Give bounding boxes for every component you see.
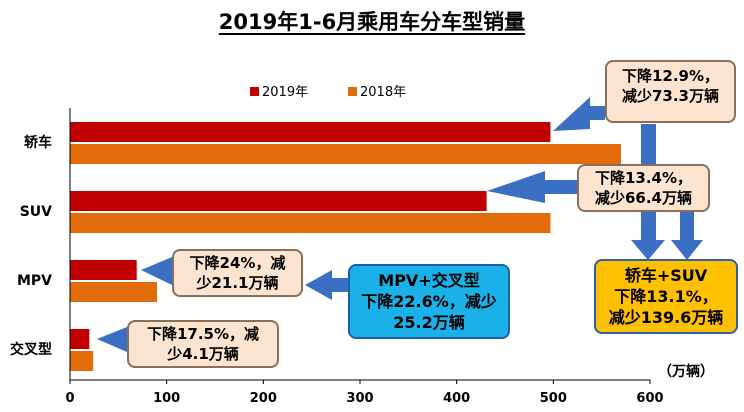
sedan-suv-line1: 轿车+SUV [624,266,708,285]
category-label: SUV [20,204,52,220]
mpv-crossover-total-callout: MPV+交叉型 下降22.6%，减少 25.2万辆 [348,264,510,339]
suv-change-callout: 下降13.4%， 减少66.4万辆 [577,164,710,212]
legend-label: 2019年 [262,85,308,100]
crossover-change-line2: 少4.1万辆 [167,345,239,363]
x-tick-label: 100 [153,391,180,406]
suv-to-total-arrow [671,212,703,260]
x-tick-label: 600 [636,391,663,406]
x-tick-label: 0 [65,391,74,406]
mpv-crossover-line1: MPV+交叉型 [378,271,480,290]
legend-label: 2018年 [360,85,406,100]
x-unit-label: （万辆） [658,363,714,380]
sedan-change-line2: 减少73.3万辆 [621,87,719,105]
bar-crossover-2018 [70,351,94,371]
suv-change-line2: 减少66.4万辆 [594,189,692,207]
bar-mpv-2018 [70,282,157,302]
crossover-change-callout: 下降17.5%，减 少4.1万辆 [127,320,279,368]
category-label: 轿车 [24,134,52,151]
bar-sedan-2019 [70,122,551,142]
mpv-crossover-line3: 25.2万辆 [393,313,465,332]
mpv-callout-arrow [141,257,180,285]
sedan-suv-line3: 减少139.6万辆 [608,308,724,327]
bar-sedan-2018 [70,144,621,164]
suv-change-line1: 下降13.4%， [594,169,693,187]
bar-mpv-2019 [70,260,137,280]
x-tick-label: 500 [540,391,567,406]
sedan-suv-total-callout: 轿车+SUV 下降13.1%， 减少139.6万辆 [594,259,738,334]
mpv-change-line2: 少21.1万辆 [196,274,279,292]
x-tick-label: 400 [443,391,470,406]
bar-suv-2018 [70,213,551,233]
sedan-change-line1: 下降12.9%， [621,67,720,85]
mpv-crossover-arrow [305,270,348,300]
mpv-change-line1: 下降24%，减 [189,254,286,272]
sedan-suv-line2: 下降13.1%， [614,287,718,306]
suv-callout-arrow [487,171,578,203]
x-tick-label: 300 [346,391,373,406]
mpv-crossover-line2: 下降22.6%，减少 [361,292,497,311]
category-label: 交叉型 [10,341,52,358]
mpv-change-callout: 下降24%，减 少21.1万辆 [172,249,303,297]
crossover-change-line1: 下降17.5%，减 [146,325,260,343]
bar-crossover-2019 [70,329,90,349]
chart-title: 2019年1-6月乘用车分车型销量 [218,10,526,34]
legend-swatch-2018 [348,87,357,96]
crossover-callout-arrow [97,327,135,352]
x-tick-label: 200 [250,391,277,406]
category-label: MPV [17,273,52,289]
sedan-callout-arrow [553,97,605,131]
sedan-change-callout: 下降12.9%， 减少73.3万辆 [605,60,736,123]
bar-suv-2019 [70,191,487,211]
legend-swatch-2019 [250,87,259,96]
